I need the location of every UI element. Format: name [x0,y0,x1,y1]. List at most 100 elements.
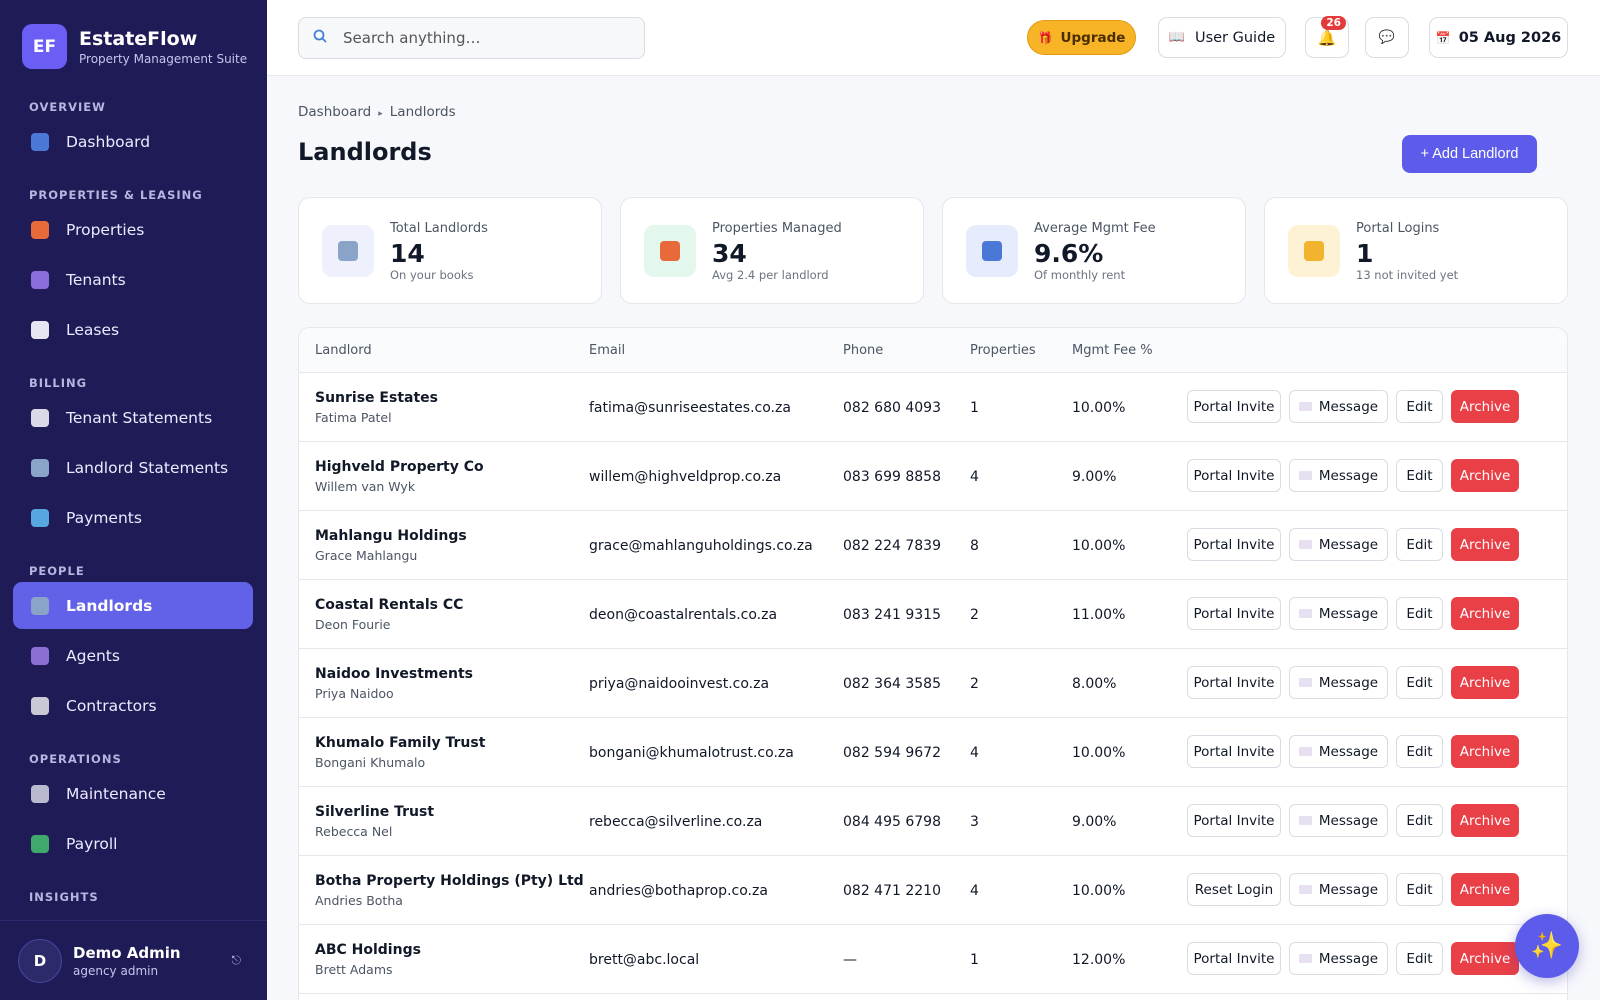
logout-icon[interactable]: ⎋ [231,953,242,967]
sidebar-item-landlord-statements[interactable]: Landlord Statements [13,444,253,491]
message-button[interactable]: Message [1289,597,1388,630]
chat-button[interactable]: 💬 [1365,17,1409,58]
stat-value: 1 [1356,239,1374,268]
landlord-mgmt-fee: 10.00% [1072,538,1126,554]
notifications-button[interactable]: 🔔 26 [1305,16,1349,58]
table-row[interactable]: Sunrise Estates Fatima Patel fatima@sunris… [299,373,1567,442]
landlord-name[interactable]: Silverline Trust [315,804,435,820]
archive-button[interactable]: Archive [1451,666,1519,699]
landlord-name[interactable]: ABC Holdings [315,942,421,958]
envelope-icon [1298,540,1312,549]
table-row[interactable]: Coastal Rentals CC Deon Fourie deon@coasta… [299,580,1567,649]
sidebar-item-payroll[interactable]: Payroll [13,820,253,867]
date-picker[interactable]: 📅 05 Aug 2026 [1429,17,1568,58]
edit-button[interactable]: Edit [1396,459,1443,492]
edit-button[interactable]: Edit [1396,390,1443,423]
stat-card: Average Mgmt Fee 9.6% Of monthly rent [942,197,1246,304]
landlord-name[interactable]: Highveld Property Co [315,459,484,475]
user-guide-button[interactable]: 📖 User Guide [1158,17,1286,58]
message-label: Message [1318,467,1379,484]
table-row[interactable]: ABC Holdings Brett Adams brett@abc.local — 1… [299,925,1567,994]
table-row[interactable]: Silverline Trust Rebecca Nel rebecca@silve… [299,787,1567,856]
col-phone[interactable]: Phone [843,343,884,358]
search-box[interactable] [298,17,645,59]
portal-button[interactable]: Portal Invite [1187,390,1281,423]
landlord-mgmt-fee: 8.00% [1072,676,1117,692]
message-button[interactable]: Message [1289,804,1388,837]
landlord-name[interactable]: Naidoo Investments [315,666,473,682]
sidebar-item-payments[interactable]: Payments [13,494,253,541]
sidebar-item-dashboard[interactable]: Dashboard [13,118,253,165]
archive-button[interactable]: Archive [1451,597,1519,630]
portal-button[interactable]: Portal Invite [1187,459,1281,492]
sidebar-item-agents[interactable]: Agents [13,632,253,679]
message-button[interactable]: Message [1289,390,1388,423]
edit-button[interactable]: Edit [1396,666,1443,699]
landlord-name[interactable]: Mahlangu Holdings [315,528,467,544]
landlord-name[interactable]: Coastal Rentals CC [315,597,464,613]
archive-button[interactable]: Archive [1451,804,1519,837]
edit-button[interactable]: Edit [1396,735,1443,768]
envelope-icon [1298,747,1312,756]
col-mgmt-fee[interactable]: Mgmt Fee % [1072,343,1153,358]
archive-button[interactable]: Archive [1451,735,1519,768]
portal-button[interactable]: Portal Invite [1187,597,1281,630]
landlord-contact: Brett Adams [315,962,393,977]
add-landlord-button[interactable]: + Add Landlord [1402,135,1537,173]
upgrade-button[interactable]: 🎁 Upgrade [1027,20,1136,55]
portal-button[interactable]: Portal Invite [1187,528,1281,561]
landlord-email: priya@naidooinvest.co.za [589,676,770,692]
sidebar-item-label: Landlords [66,596,153,615]
edit-button[interactable]: Edit [1396,597,1443,630]
sidebar-item-tenant-statements[interactable]: Tenant Statements [13,394,253,441]
archive-button[interactable]: Archive [1451,528,1519,561]
landlord-name[interactable]: Botha Property Holdings (Pty) Ltd [315,873,584,889]
sidebar-item-tenants[interactable]: Tenants [13,256,253,303]
table-row[interactable]: Naidoo Investments Priya Naidoo priya@naid… [299,649,1567,718]
portal-button[interactable]: Reset Login [1187,873,1281,906]
envelope-icon [1298,609,1312,618]
edit-button[interactable]: Edit [1396,528,1443,561]
stat-label: Total Landlords [390,221,488,236]
message-button[interactable]: Message [1289,942,1388,975]
landlord-name[interactable]: Khumalo Family Trust [315,735,486,751]
archive-button[interactable]: Archive [1451,459,1519,492]
edit-button[interactable]: Edit [1396,942,1443,975]
ai-assistant-button[interactable]: ✨ [1515,914,1579,978]
col-properties[interactable]: Properties [970,343,1036,358]
portal-button[interactable]: Portal Invite [1187,735,1281,768]
archive-button[interactable]: Archive [1451,942,1519,975]
landlord-name[interactable]: Sunrise Estates [315,390,438,406]
breadcrumb-dashboard[interactable]: Dashboard [298,104,372,120]
archive-button[interactable]: Archive [1451,390,1519,423]
table-row[interactable]: Highveld Property Co Willem van Wyk willem… [299,442,1567,511]
edit-button[interactable]: Edit [1396,804,1443,837]
portal-button[interactable]: Portal Invite [1187,804,1281,837]
message-button[interactable]: Message [1289,735,1388,768]
sidebar-item-contractors[interactable]: Contractors [13,682,253,729]
message-button[interactable]: Message [1289,873,1388,906]
landlord-email: brett@abc.local [589,952,700,968]
table-row[interactable]: Khumalo Family Trust Bongani Khumalo bonga… [299,718,1567,787]
portal-button[interactable]: Portal Invite [1187,666,1281,699]
archive-button[interactable]: Archive [1451,873,1519,906]
table-row[interactable]: Mahlangu Holdings Grace Mahlangu grace@mah… [299,511,1567,580]
user-profile[interactable]: D Demo Admin agency admin ⎋ [0,920,267,1000]
sidebar-item-leases[interactable]: Leases [13,306,253,353]
message-button[interactable]: Message [1289,459,1388,492]
col-landlord[interactable]: Landlord [315,343,372,358]
table-row[interactable]: Botha Property Holdings (Pty) Ltd Andries… [299,856,1567,925]
message-button[interactable]: Message [1289,528,1388,561]
message-button[interactable]: Message [1289,666,1388,699]
edit-button[interactable]: Edit [1396,873,1443,906]
col-email[interactable]: Email [589,343,626,358]
portal-button[interactable]: Portal Invite [1187,942,1281,975]
sidebar-item-maintenance[interactable]: Maintenance [13,770,253,817]
nav-section-title: PEOPLE [29,564,85,578]
search-input[interactable] [343,29,623,47]
sidebar-item-properties[interactable]: Properties [13,206,253,253]
brand[interactable]: EF EstateFlow Property Management Suite [22,24,247,69]
sidebar-item-landlords[interactable]: Landlords [13,582,253,629]
chart-icon [966,225,1018,277]
sidebar-item-label: Maintenance [66,784,166,803]
